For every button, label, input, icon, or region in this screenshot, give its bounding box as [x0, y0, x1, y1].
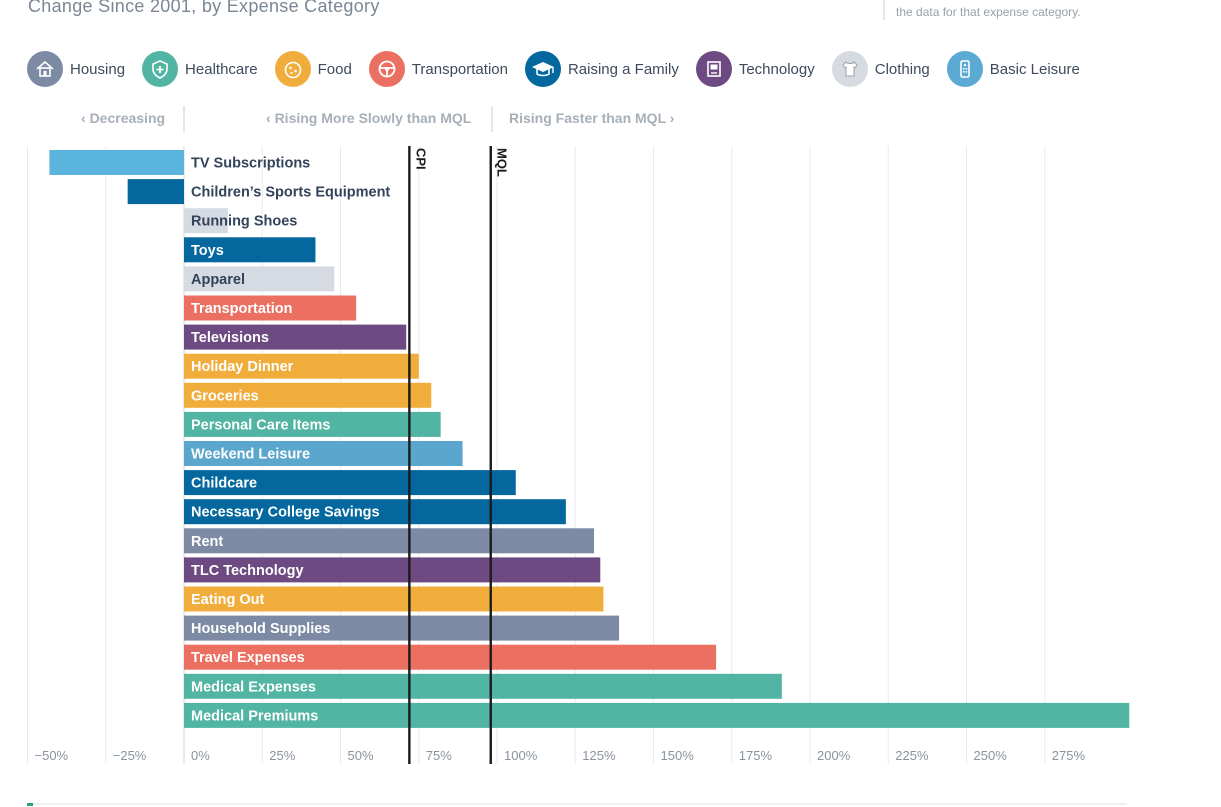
x-tick-label: 125%	[582, 748, 616, 763]
bar	[184, 673, 782, 699]
bar	[49, 150, 184, 175]
bar	[184, 324, 407, 350]
bar-label: Weekend Leisure	[191, 447, 310, 463]
bar-chart: −50% −25% 0% 25% 50% 75% 100% 125% 150% 175% 200% 2…	[27, 146, 1130, 764]
note-box	[883, 0, 1145, 20]
legend-item-healthcare[interactable]: Healthcare	[142, 51, 258, 87]
legend-label: Basic Leisure	[989, 60, 1080, 78]
chevron-right-icon: ›	[669, 110, 675, 126]
bar	[184, 208, 228, 234]
legend-item-food[interactable]: Food	[274, 51, 352, 87]
legend-item-technology[interactable]: Technology	[695, 51, 815, 87]
bar	[184, 237, 316, 263]
bar	[184, 441, 463, 466]
zone-divider	[183, 106, 185, 132]
x-tick-label: 75%	[426, 748, 452, 763]
bar-label: Necessary College Savings	[191, 505, 380, 521]
zone-divider	[491, 106, 493, 132]
legend-label: Transportation	[411, 60, 508, 78]
computer-icon	[695, 51, 732, 87]
bar-label: TLC Technology	[191, 563, 304, 579]
bar-label: Holiday Dinner	[191, 359, 294, 375]
zone-decreasing: ‹ Decreasing	[81, 110, 165, 126]
bar-label: Medical Expenses	[191, 679, 316, 695]
bar-label: Travel Expenses	[191, 650, 305, 666]
reference-line-label: CPI	[413, 148, 428, 170]
note-text: the data for that expense category.	[896, 5, 1081, 19]
bar-label: Running Shoes	[191, 214, 297, 230]
bar	[184, 557, 601, 583]
legend-item-transportation[interactable]: Transportation	[368, 51, 508, 87]
bar-label: Apparel	[191, 272, 245, 288]
bottom-divider	[27, 803, 1127, 805]
legend-item-basic-leisure[interactable]: Basic Leisure	[946, 51, 1080, 87]
bar-label: Groceries	[191, 388, 259, 404]
x-tick-label: 250%	[974, 748, 1008, 763]
shield-cross-icon	[142, 51, 179, 87]
steering-wheel-icon	[368, 51, 405, 87]
bar-label: Personal Care Items	[191, 417, 330, 433]
bar	[184, 644, 717, 670]
chart-title: Change Since 2001, by Expense Category	[28, 0, 380, 16]
bar	[184, 499, 566, 525]
bar-label: Household Supplies	[191, 621, 330, 637]
bar-label: TV Subscriptions	[191, 156, 310, 172]
bar-label: Televisions	[191, 330, 269, 346]
bar-label: Children’s Sports Equipment	[191, 185, 390, 201]
bar	[184, 470, 516, 496]
bar-label: Transportation	[191, 301, 293, 317]
pizza-icon	[274, 51, 311, 87]
x-tick-label: 25%	[269, 748, 295, 763]
legend-label: Healthcare	[185, 60, 258, 78]
category-legend: Housing Healthcare Food Transportation R…	[27, 49, 1097, 89]
bar	[184, 615, 620, 641]
shirt-icon	[831, 51, 868, 87]
zone-label: Decreasing	[89, 110, 166, 126]
x-tick-label: 275%	[1052, 748, 1086, 763]
x-tick-label: 225%	[895, 748, 929, 763]
bar-label: Medical Premiums	[191, 708, 318, 724]
bar	[184, 702, 1130, 728]
x-tick-label: 150%	[661, 748, 695, 763]
bar-label: Rent	[191, 534, 223, 550]
x-tick-label: 0%	[191, 748, 210, 763]
x-tick-label: −25%	[113, 748, 147, 763]
bar	[184, 382, 432, 408]
legend-item-raising-a-family[interactable]: Raising a Family	[524, 51, 679, 87]
chevron-left-icon: ‹	[81, 110, 86, 126]
bar	[127, 179, 184, 205]
legend-label: Technology	[738, 60, 815, 78]
legend-label: Housing	[70, 60, 126, 78]
zone-labels: ‹ Decreasing ‹ Rising More Slowly than M…	[0, 104, 1221, 134]
legend-label: Food	[317, 60, 352, 78]
bar-label: Childcare	[191, 476, 257, 492]
zone-label: Rising More Slowly than MQL	[274, 110, 472, 126]
bar-label: Eating Out	[191, 592, 264, 608]
x-tick-label: 100%	[504, 748, 538, 763]
reference-line-label: MQL	[495, 148, 510, 177]
x-tick-label: 50%	[348, 748, 374, 763]
chevron-left-icon: ‹	[266, 110, 271, 126]
bar	[184, 266, 335, 292]
legend-label: Raising a Family	[567, 60, 679, 78]
scroll-indicator	[27, 803, 33, 806]
bar	[184, 295, 357, 321]
x-tick-label: −50%	[35, 748, 69, 763]
legend-label: Clothing	[874, 60, 930, 78]
zone-label: Rising Faster than MQL	[509, 110, 666, 126]
bar-label: Toys	[191, 243, 224, 259]
house-icon	[27, 51, 63, 87]
bar	[184, 411, 441, 437]
bar	[184, 528, 595, 554]
x-tick-label: 200%	[817, 748, 851, 763]
zone-slower: ‹ Rising More Slowly than MQL	[266, 110, 471, 126]
remote-control-icon	[946, 51, 983, 87]
legend-item-housing[interactable]: Housing	[27, 51, 125, 87]
x-tick-label: 175%	[739, 748, 773, 763]
bar	[184, 353, 419, 379]
graduation-cap-icon	[524, 51, 561, 87]
legend-item-clothing[interactable]: Clothing	[831, 51, 930, 87]
bar	[184, 586, 604, 612]
zone-faster: Rising Faster than MQL ›	[509, 110, 674, 126]
